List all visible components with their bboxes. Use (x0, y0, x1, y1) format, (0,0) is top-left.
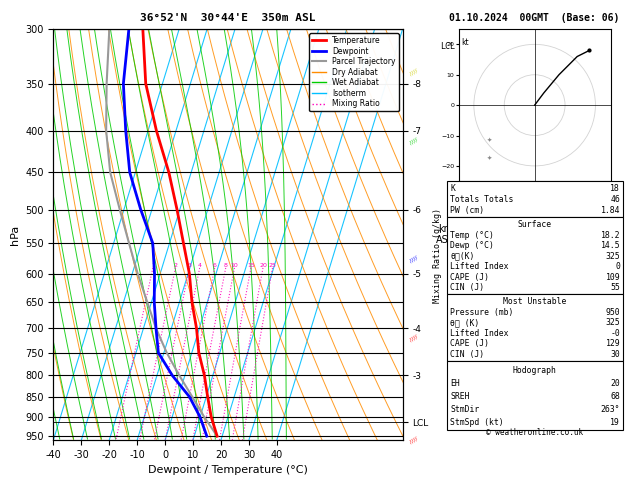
Text: ////: //// (409, 435, 419, 444)
Text: Hodograph: Hodograph (513, 365, 557, 375)
Text: PW (cm): PW (cm) (450, 206, 484, 215)
Text: ////: //// (409, 137, 419, 145)
Y-axis label: km
ASL: km ASL (436, 224, 454, 245)
Text: 950: 950 (606, 308, 620, 317)
Text: 1.84: 1.84 (601, 206, 620, 215)
Y-axis label: hPa: hPa (9, 225, 19, 244)
Text: 2: 2 (174, 263, 177, 268)
Text: Lifted Index: Lifted Index (450, 329, 509, 338)
Text: 46: 46 (610, 195, 620, 204)
Text: ////: //// (409, 334, 419, 343)
Text: 109: 109 (606, 273, 620, 282)
Text: Temp (°C): Temp (°C) (450, 230, 494, 240)
Text: 18.2: 18.2 (601, 230, 620, 240)
Text: 4: 4 (198, 263, 202, 268)
Text: 325: 325 (606, 318, 620, 327)
Text: EH: EH (450, 379, 460, 388)
Text: 129: 129 (606, 339, 620, 348)
Text: Most Unstable: Most Unstable (503, 297, 566, 306)
Text: K: K (450, 184, 455, 193)
Text: 15: 15 (247, 263, 255, 268)
Text: StmSpd (kt): StmSpd (kt) (450, 418, 504, 427)
Text: © weatheronline.co.uk: © weatheronline.co.uk (486, 428, 583, 437)
Text: CIN (J): CIN (J) (450, 283, 484, 292)
Text: 3: 3 (187, 263, 191, 268)
Text: Pressure (mb): Pressure (mb) (450, 308, 514, 317)
Text: 20: 20 (259, 263, 267, 268)
Text: Mixing Ratio (g/kg): Mixing Ratio (g/kg) (433, 208, 442, 302)
Text: Surface: Surface (518, 220, 552, 229)
Text: Lifted Index: Lifted Index (450, 262, 509, 271)
Text: ////: //// (409, 255, 419, 264)
Legend: Temperature, Dewpoint, Parcel Trajectory, Dry Adiabat, Wet Adiabat, Isotherm, Mi: Temperature, Dewpoint, Parcel Trajectory… (309, 33, 399, 111)
Text: CAPE (J): CAPE (J) (450, 273, 489, 282)
Text: ////: //// (409, 68, 419, 76)
Text: θᴇ (K): θᴇ (K) (450, 318, 480, 327)
Text: 30: 30 (610, 350, 620, 359)
Text: 263°: 263° (601, 405, 620, 414)
Text: 36°52'N  30°44'E  350m ASL: 36°52'N 30°44'E 350m ASL (140, 13, 316, 23)
Text: ✦: ✦ (486, 156, 492, 161)
Text: 18: 18 (610, 184, 620, 193)
Text: Totals Totals: Totals Totals (450, 195, 514, 204)
Text: 325: 325 (606, 252, 620, 260)
Text: StmDir: StmDir (450, 405, 480, 414)
Text: 55: 55 (610, 283, 620, 292)
Text: θᴇ(K): θᴇ(K) (450, 252, 475, 260)
Text: -0: -0 (610, 329, 620, 338)
Text: LCL: LCL (440, 42, 455, 52)
Text: kt: kt (462, 38, 469, 47)
Text: 8: 8 (224, 263, 228, 268)
Text: 0: 0 (615, 262, 620, 271)
Text: 1: 1 (151, 263, 155, 268)
Text: SREH: SREH (450, 392, 470, 400)
Text: 19: 19 (610, 418, 620, 427)
X-axis label: Dewpoint / Temperature (°C): Dewpoint / Temperature (°C) (148, 465, 308, 475)
Text: 10: 10 (231, 263, 238, 268)
Text: 14.5: 14.5 (601, 241, 620, 250)
Text: 25: 25 (269, 263, 277, 268)
Text: ✦: ✦ (486, 138, 492, 142)
Text: Dewp (°C): Dewp (°C) (450, 241, 494, 250)
Text: CIN (J): CIN (J) (450, 350, 484, 359)
Text: 6: 6 (213, 263, 216, 268)
Text: CAPE (J): CAPE (J) (450, 339, 489, 348)
Text: 01.10.2024  00GMT  (Base: 06): 01.10.2024 00GMT (Base: 06) (450, 13, 620, 23)
Text: 20: 20 (610, 379, 620, 388)
Text: 68: 68 (610, 392, 620, 400)
